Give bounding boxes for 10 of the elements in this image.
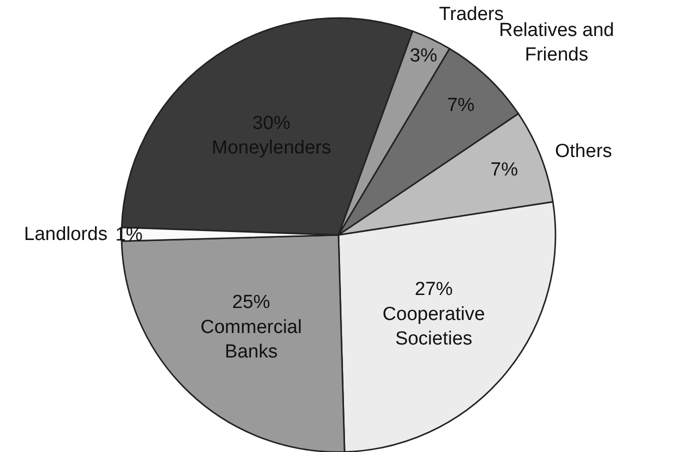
data-label: 7% (447, 95, 475, 116)
slice-label: Commercial Banks (200, 316, 302, 363)
slice-label: Relatives and Friends (499, 20, 614, 66)
data-label: 7% (490, 160, 518, 181)
data-label: 3% (410, 45, 438, 66)
data-label: 27% (414, 279, 453, 300)
slice-label: Cooperative Societies (382, 304, 485, 350)
data-label: 25% (232, 292, 270, 314)
slice-label: Others (555, 141, 612, 162)
slice-label: Landlords (24, 224, 108, 245)
